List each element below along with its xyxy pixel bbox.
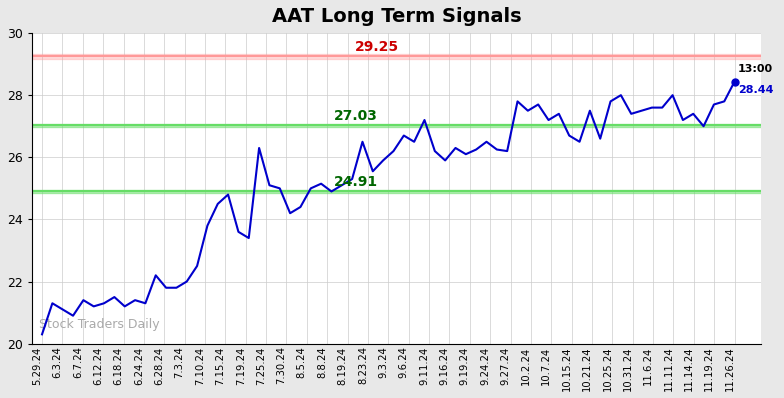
Text: Stock Traders Daily: Stock Traders Daily — [39, 318, 160, 331]
Text: 13:00: 13:00 — [738, 64, 773, 74]
Text: 29.25: 29.25 — [355, 40, 399, 54]
Text: 24.91: 24.91 — [334, 175, 378, 189]
Text: 28.44: 28.44 — [738, 85, 773, 95]
Bar — [32, 124, 761, 127]
Text: 27.03: 27.03 — [334, 109, 378, 123]
Title: AAT Long Term Signals: AAT Long Term Signals — [271, 7, 521, 26]
Bar — [32, 54, 761, 59]
Bar — [32, 189, 761, 193]
